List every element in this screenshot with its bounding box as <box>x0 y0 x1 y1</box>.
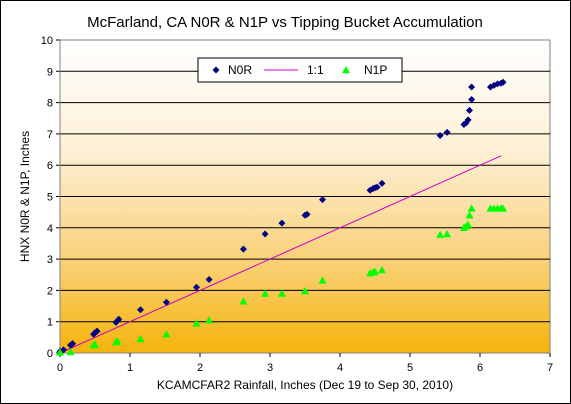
n0r-point <box>319 196 326 204</box>
y-tick-label: 6 <box>47 160 53 172</box>
n1p-point <box>499 204 508 212</box>
n1p-point <box>318 276 327 284</box>
legend-box <box>197 57 403 83</box>
n0r-point <box>261 230 269 238</box>
legend-label-one-to-one: 1:1 <box>307 63 324 77</box>
n0r-point <box>239 245 247 253</box>
n1p-point <box>443 230 452 238</box>
legend-marker-n0r <box>212 66 220 74</box>
x-tick-label: 7 <box>547 362 553 374</box>
n1p-point <box>277 289 286 297</box>
n1p-point <box>436 230 445 238</box>
y-tick-label: 10 <box>41 35 53 47</box>
n0r-point <box>443 128 451 136</box>
n0r-point <box>378 179 386 187</box>
y-tick-label: 3 <box>47 254 53 266</box>
n1p-point <box>378 266 386 274</box>
y-tick-label: 5 <box>47 192 53 204</box>
n1p-point <box>301 287 309 295</box>
x-tick-label: 1 <box>127 362 133 374</box>
n1p-point <box>261 289 270 297</box>
y-tick-label: 1 <box>47 317 53 329</box>
x-tick-label: 4 <box>337 362 343 374</box>
n1p-point <box>56 348 64 356</box>
n0r-point <box>278 219 286 227</box>
n1p-point <box>239 297 248 305</box>
n1p-point <box>136 334 145 343</box>
x-tick-label: 0 <box>57 362 63 374</box>
y-tick-label: 0 <box>47 348 53 360</box>
n0r-point <box>373 183 381 191</box>
legend-marker-n1p <box>342 66 350 74</box>
x-axis-label: KCAMCFAR2 Rainfall, Inches (Dec 19 to Se… <box>157 378 453 392</box>
x-tick-label: 6 <box>477 362 483 374</box>
legend-label-n0r: N0R <box>228 63 252 77</box>
n0r-point <box>93 327 101 335</box>
chart-title: McFarland, CA N0R & N1P vs Tipping Bucke… <box>87 14 483 31</box>
y-tick-label: 2 <box>47 285 53 297</box>
y-tick-label: 7 <box>47 129 53 141</box>
n1p-point <box>464 220 473 228</box>
legend: N0R 1:1 N1P <box>197 57 403 83</box>
n1p-point <box>467 204 476 212</box>
n0r-point <box>303 210 311 218</box>
legend-label-n1p: N1P <box>364 63 387 77</box>
n1p-point <box>113 337 122 345</box>
n0r-point <box>137 306 144 314</box>
n0r-point <box>162 298 170 306</box>
n0r-point <box>468 95 476 103</box>
n0r-point <box>193 283 200 291</box>
n0r-point <box>499 78 507 86</box>
x-tick-label: 2 <box>197 362 203 374</box>
n0r-point <box>436 131 444 139</box>
y-axis-label: HNX N0R & N1P, Inches <box>18 131 32 262</box>
y-tick-label: 8 <box>47 98 53 110</box>
data-series <box>56 78 508 356</box>
n1p-point <box>465 211 474 219</box>
n1p-point <box>371 267 379 275</box>
n0r-point <box>115 315 123 323</box>
axis-ticks: 0 1 2 3 4 5 6 7 8 9 10 0 1 2 3 4 5 6 7 <box>41 35 553 374</box>
n1p-point <box>205 316 214 324</box>
one-to-one-line <box>59 155 502 354</box>
n0r-point <box>69 340 77 348</box>
n1p-point <box>162 330 171 338</box>
y-tick-label: 4 <box>47 223 53 235</box>
n1p-point <box>192 319 201 327</box>
n1p-point <box>66 348 75 356</box>
y-tick-label: 9 <box>47 66 53 78</box>
n0r-point <box>464 116 472 124</box>
x-tick-label: 5 <box>407 362 413 374</box>
x-tick-label: 3 <box>267 362 273 374</box>
n0r-point <box>466 106 473 114</box>
n0r-point <box>468 83 476 91</box>
n0r-point <box>205 275 213 283</box>
n1p-point <box>91 340 99 348</box>
